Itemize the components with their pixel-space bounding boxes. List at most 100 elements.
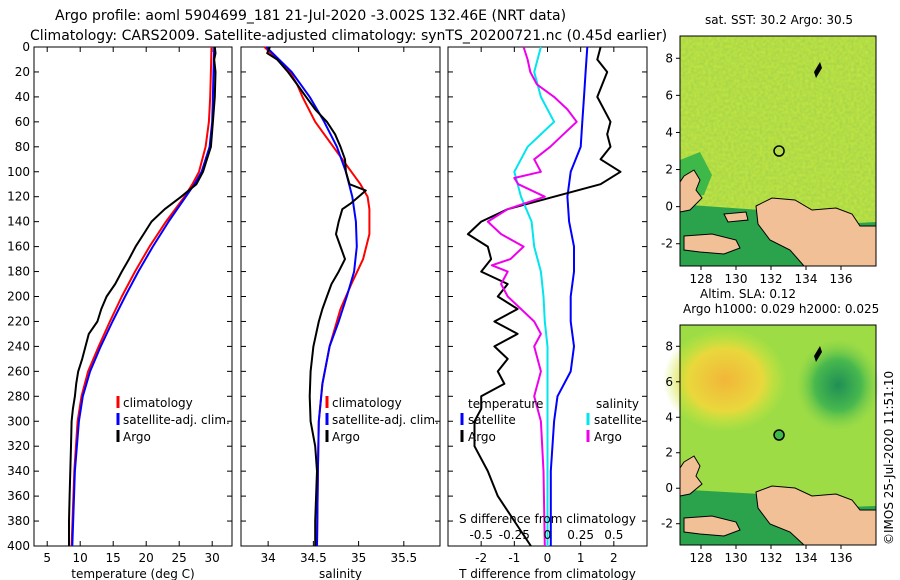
diff-x-tick-label: -1 [508, 551, 520, 565]
sst-map-lon-tick-label: 134 [795, 272, 818, 286]
depth-tick-label: 280 [7, 389, 30, 403]
sla-map-lon-tick-label: 128 [690, 551, 713, 565]
diff-x-tick-label: 0 [544, 551, 552, 565]
sst-map-lon-tick-label: 132 [760, 272, 783, 286]
diff-legend-salinity-label: satellite [594, 413, 642, 427]
diff-legend-temperature-label: satellite [468, 413, 516, 427]
sal-x-tick-label: 35.5 [390, 551, 417, 565]
sst-map [679, 35, 877, 267]
temp-x-tick-label: 20 [139, 551, 154, 565]
temperature-panel: 0 20 40 60 80 100 120 140 160 180 200 220 240 260 280 3… [7, 40, 233, 580]
figure-title-line1: Argo profile: aoml 5904699_181 21-Jul-20… [55, 8, 566, 24]
sla-map-title-line2: Argo h1000: 0.029 h2000: 0.025 [683, 302, 879, 316]
temp-series-climatology [70, 46, 213, 547]
depth-tick-label: 20 [15, 65, 30, 79]
sst-map-land-papua [755, 197, 877, 267]
sla-map-lon-tick-label: 134 [795, 551, 818, 565]
diff-s-tick-label: 0 [544, 528, 552, 542]
sla-map-axes: 128 130 132 134 136 -2 0 2 4 6 8 [661, 339, 852, 565]
diff-s-tick-label: 0.5 [604, 528, 623, 542]
diff-x-tick-label: 1 [577, 551, 585, 565]
sla-map-lon-tick-label: 136 [830, 551, 853, 565]
depth-tick-label: 180 [7, 265, 30, 279]
depth-tick-label: 60 [15, 115, 30, 129]
temp-x-tick-label: 15 [106, 551, 121, 565]
depth-tick-label: 160 [7, 240, 30, 254]
sst-map-frame [679, 35, 877, 267]
sal-series-argo [266, 46, 367, 546]
diff-s-tick-label: -0.25 [499, 528, 530, 542]
sla-map-frame [679, 324, 877, 546]
temp-x-tick-label: 10 [73, 551, 88, 565]
depth-tick-label: 240 [7, 339, 30, 353]
sst-map-lat-tick-label: 2 [665, 163, 673, 177]
temp-x-tick-label: 30 [205, 551, 220, 565]
depth-tick-label: 140 [7, 215, 30, 229]
temp-x-tick-label: 5 [43, 551, 51, 565]
sst-map-lat-tick-label: 4 [665, 125, 673, 139]
sla-map [663, 324, 880, 546]
sal-series-satellite-adj-clim- [265, 46, 358, 547]
sst-map-lat-tick-label: -2 [661, 237, 673, 251]
temp-x-axis-label: temperature (deg C) [71, 567, 194, 580]
sla-map-lat-tick-label: 2 [665, 446, 673, 460]
sla-map-argo-marker [773, 429, 785, 441]
sst-map-lon-tick-label: 130 [725, 272, 748, 286]
depth-tick-label: 0 [22, 40, 30, 54]
diff-x-tick-label: -2 [475, 551, 487, 565]
depth-tick-label: 340 [7, 464, 30, 478]
sst-map-argo-marker [773, 145, 785, 157]
sst-map-island [814, 62, 822, 78]
sst-map-lat-tick-label: 6 [665, 88, 673, 102]
sla-map-title-line1: Altim. SLA: 0.12 [700, 287, 796, 301]
difference-panel: -2 -1 0 1 2 T difference from climatology temp… [447, 46, 648, 580]
diff-s-tick-label: 0.25 [567, 528, 594, 542]
diff-s-axis-label: S difference from climatology [459, 512, 636, 526]
diff-s-tick-label: -0.5 [469, 528, 492, 542]
diff-legend-temperature-title: temperature [468, 397, 543, 411]
sla-map-island [814, 346, 822, 362]
diff-legend-salinity-label: Argo [594, 430, 622, 444]
depth-tick-label: 220 [7, 314, 30, 328]
sal-x-tick-label: 34 [260, 551, 275, 565]
depth-tick-label: 200 [7, 290, 30, 304]
depth-tick-label: 400 [7, 539, 30, 553]
depth-tick-label: 360 [7, 489, 30, 503]
sal-legend-label: Argo [332, 430, 360, 444]
figure-title-line2: Climatology: CARS2009. Satellite-adjuste… [30, 28, 667, 44]
temp-plot-frame [33, 46, 233, 547]
diff-series-salinity-satellite [513, 46, 556, 546]
sla-map-negative-anomaly [796, 339, 880, 431]
depth-tick-label: 260 [7, 364, 30, 378]
sla-map-lon-tick-label: 130 [725, 551, 748, 565]
temp-series-argo [68, 46, 217, 546]
sla-map-lat-tick-label: 6 [665, 375, 673, 389]
sal-x-tick-label: 35 [351, 551, 366, 565]
sla-map-land-papua [755, 485, 877, 546]
sal-plot-frame [240, 46, 441, 547]
sst-map-land-misool [723, 211, 749, 223]
depth-tick-label: 380 [7, 514, 30, 528]
salinity-panel: 34 34.5 35 35.5 salinity climatology satellite… [240, 46, 441, 580]
depth-tick-label: 300 [7, 414, 30, 428]
diff-x-axis-label: T difference from climatology [458, 567, 636, 580]
imos-credit: ©IMOS 25-Jul-2020 11:51:10 [882, 371, 896, 545]
sst-map-lon-tick-label: 136 [830, 272, 853, 286]
diff-legend-salinity-title: salinity [596, 397, 639, 411]
sst-map-axes: 128 130 132 134 136 -2 0 2 4 6 8 [661, 51, 852, 286]
sst-map-land-seram [683, 233, 741, 255]
sal-x-tick-label: 34.5 [300, 551, 327, 565]
sla-map-land-seram [683, 515, 741, 537]
depth-tick-label: 80 [15, 140, 30, 154]
sla-map-positive-anomaly [663, 328, 787, 432]
depth-tick-label: 40 [15, 90, 30, 104]
temp-x-tick-label: 25 [172, 551, 187, 565]
diff-series-temperature-argo [466, 46, 622, 547]
sla-map-lat-tick-label: -2 [661, 517, 673, 531]
sla-map-lat-tick-label: 4 [665, 410, 673, 424]
sst-map-title: sat. SST: 30.2 Argo: 30.5 [705, 13, 853, 27]
sst-map-lat-tick-label: 8 [665, 51, 673, 65]
depth-tick-label: 120 [7, 190, 30, 204]
depth-tick-label: 100 [7, 165, 30, 179]
